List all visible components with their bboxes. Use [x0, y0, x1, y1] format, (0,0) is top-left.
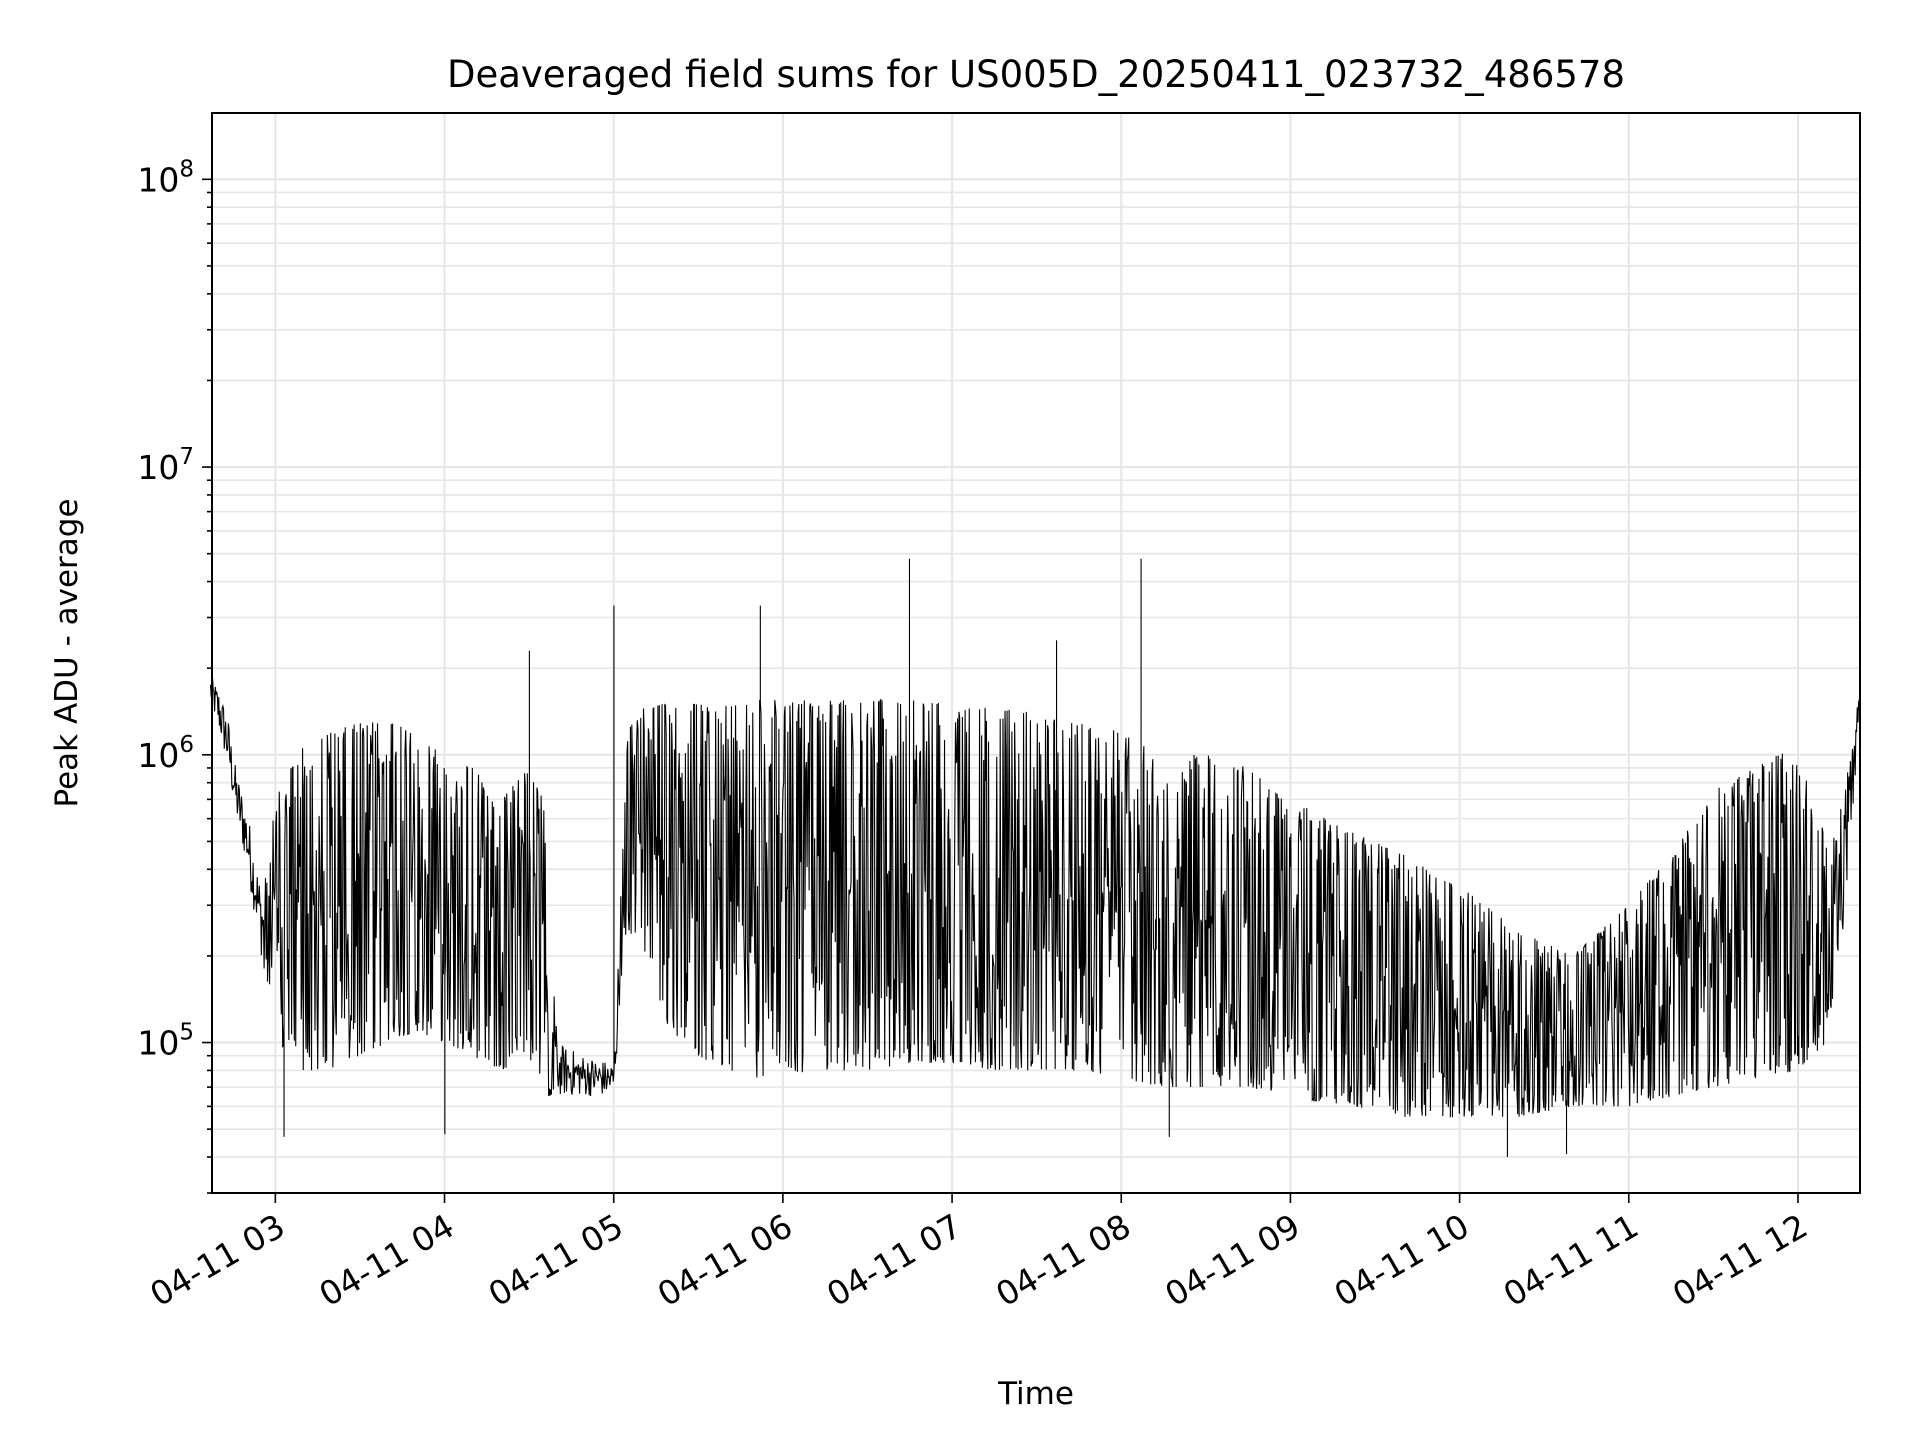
- axes-frame: [211, 112, 1861, 1194]
- y-tick-base: 10: [137, 160, 179, 199]
- y-tick-label: 107: [137, 444, 194, 487]
- y-axis-label: Peak ADU - average: [49, 498, 85, 807]
- y-tick-base: 10: [137, 1024, 179, 1063]
- series-line: [209, 558, 1861, 1158]
- y-tick-exponent: 5: [179, 1020, 194, 1046]
- y-tick-exponent: 8: [179, 156, 194, 182]
- y-tick-label: 108: [137, 156, 194, 199]
- y-tick-label: 106: [137, 732, 194, 775]
- y-tick-exponent: 7: [179, 444, 194, 470]
- y-tick-base: 10: [137, 448, 179, 487]
- plot-area: [209, 558, 1861, 1158]
- y-tick-label: 105: [137, 1020, 194, 1063]
- y-tick-exponent: 6: [179, 732, 194, 758]
- y-tick-base: 10: [137, 736, 179, 775]
- x-axis-label: Time: [997, 1376, 1074, 1412]
- chart-title: Deaveraged field sums for US005D_2025041…: [447, 53, 1625, 96]
